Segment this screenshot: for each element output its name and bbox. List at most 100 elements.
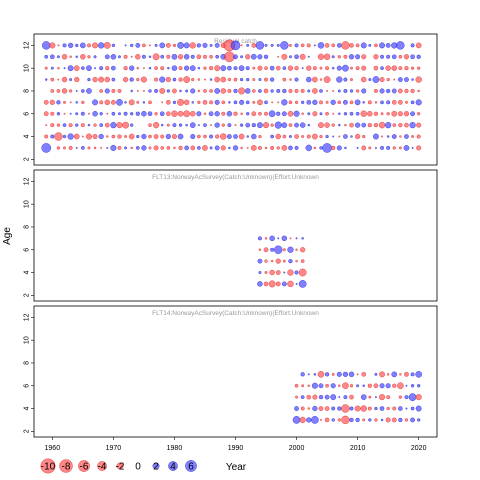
residual-bubble [227, 77, 232, 82]
residual-bubble [191, 77, 195, 82]
residual-bubble [356, 384, 360, 388]
residual-bubble [313, 44, 316, 47]
residual-bubble [172, 100, 177, 104]
residual-bubble [251, 111, 257, 117]
residual-bubble [367, 100, 372, 105]
legend-label: 0 [135, 462, 141, 473]
residual-bubble [294, 88, 299, 93]
residual-bubble [148, 55, 152, 59]
residual-bubble [367, 383, 372, 388]
residual-bubble [240, 112, 243, 115]
residual-bubble [44, 66, 48, 70]
residual-bubble [411, 78, 414, 81]
residual-bubble [404, 77, 409, 82]
residual-bubble [245, 100, 250, 105]
residual-bubble [312, 99, 318, 105]
residual-bubble [87, 123, 91, 127]
residual-bubble [50, 66, 54, 70]
residual-bubble [332, 90, 335, 92]
residual-bubble [154, 43, 158, 47]
residual-bubble [56, 112, 61, 116]
residual-bubble [257, 281, 263, 287]
residual-bubble [148, 123, 152, 127]
residual-bubble [116, 122, 123, 129]
residual-bubble [416, 54, 421, 59]
residual-bubble [287, 269, 294, 276]
residual-bubble [306, 100, 312, 105]
residual-bubble [343, 99, 348, 105]
residual-bubble [124, 101, 127, 104]
residual-bubble [294, 383, 299, 388]
residual-bubble [73, 133, 80, 140]
residual-bubble [173, 146, 176, 150]
residual-bubble [166, 146, 171, 150]
residual-bubble [405, 384, 408, 387]
residual-bubble [386, 406, 390, 411]
residual-bubble [386, 373, 390, 376]
residual-bubble [281, 145, 288, 151]
residual-bubble [373, 54, 379, 60]
residual-bubble [197, 78, 201, 81]
residual-bubble [336, 76, 343, 83]
residual-bubble [246, 43, 250, 47]
residual-bubble [325, 134, 329, 139]
residual-bubble [190, 134, 196, 140]
residual-bubble [118, 112, 121, 116]
residual-bubble [331, 418, 335, 422]
residual-bubble [361, 65, 367, 71]
residual-bubble [63, 67, 66, 70]
residual-bubble [375, 396, 377, 399]
residual-bubble [312, 111, 318, 117]
residual-bubble [343, 112, 348, 116]
residual-bubble [282, 134, 287, 139]
residual-bubble [301, 135, 305, 138]
residual-bubble [343, 88, 348, 93]
residual-bubble [190, 111, 196, 117]
residual-bubble [214, 145, 220, 151]
residual-bubble [75, 146, 78, 149]
residual-bubble [210, 124, 213, 127]
legend-bubble [59, 459, 73, 473]
residual-bubble [294, 43, 299, 48]
residual-bubble [282, 88, 287, 94]
residual-bubble [54, 132, 63, 141]
residual-bubble [317, 53, 325, 60]
residual-bubble [386, 145, 391, 150]
residual-bubble [417, 112, 421, 116]
residual-bubble [324, 43, 330, 48]
residual-bubble [252, 66, 256, 70]
residual-bubble [379, 394, 386, 401]
residual-bubble [299, 53, 306, 60]
residual-bubble [245, 122, 250, 128]
residual-bubble [342, 382, 349, 390]
residual-bubble [306, 65, 312, 71]
residual-bubble [348, 371, 355, 378]
residual-bubble [197, 66, 201, 70]
residual-bubble [130, 43, 134, 48]
residual-bubble [56, 123, 61, 127]
residual-bubble [183, 110, 191, 118]
residual-bubble [135, 54, 141, 60]
residual-bubble [85, 133, 92, 140]
residual-bubble [41, 143, 52, 153]
residual-bubble [361, 145, 367, 151]
legend-bubble [168, 461, 178, 471]
residual-bubble [159, 111, 165, 116]
residual-bubble [374, 372, 378, 376]
residual-bubble [319, 134, 323, 139]
residual-bubble [69, 101, 72, 104]
residual-bubble [295, 282, 298, 285]
residual-bubble [415, 371, 422, 378]
residual-bubble [307, 407, 311, 410]
residual-bubble [379, 42, 385, 49]
residual-bubble [244, 88, 251, 94]
residual-bubble [111, 134, 116, 139]
residual-bubble [172, 123, 177, 128]
residual-bubble [410, 66, 415, 70]
residual-bubble [220, 65, 227, 72]
residual-bubble [61, 88, 68, 94]
residual-bubble [160, 146, 165, 150]
residual-bubble [319, 78, 323, 81]
residual-bubble [411, 135, 415, 138]
residual-bubble [368, 43, 372, 47]
